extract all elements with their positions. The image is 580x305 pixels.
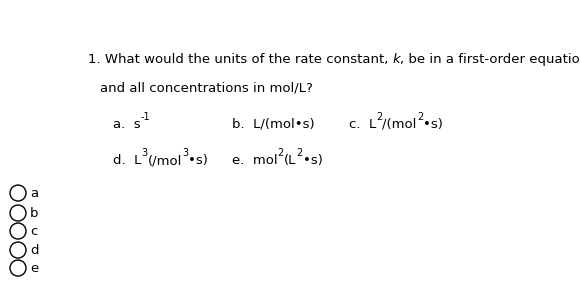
Text: e: e <box>30 262 38 274</box>
Text: c.  L: c. L <box>349 118 376 131</box>
Text: , be in a first-order equation if rate was measured in mol/(L•s): , be in a first-order equation if rate w… <box>400 53 580 66</box>
Text: •s): •s) <box>423 118 443 131</box>
Text: d.  L: d. L <box>113 154 142 167</box>
Text: 2: 2 <box>417 112 423 122</box>
Text: a.  s: a. s <box>113 118 140 131</box>
Text: /(mol: /(mol <box>382 118 417 131</box>
Text: e.  mol: e. mol <box>232 154 278 167</box>
Text: (L: (L <box>284 154 296 167</box>
Text: (/mol: (/mol <box>147 154 182 167</box>
Text: -1: -1 <box>140 112 150 122</box>
Text: •s): •s) <box>303 154 322 167</box>
Text: and all concentrations in mol/L?: and all concentrations in mol/L? <box>100 81 313 94</box>
Text: 2: 2 <box>278 148 284 158</box>
Text: 2: 2 <box>376 112 382 122</box>
Text: b: b <box>30 206 38 220</box>
Text: c: c <box>30 224 37 238</box>
Text: b.  L/(mol•s): b. L/(mol•s) <box>232 118 315 131</box>
Text: d: d <box>30 244 38 257</box>
Text: 3: 3 <box>182 148 188 158</box>
Text: 3: 3 <box>142 148 147 158</box>
Text: 1. What would the units of the rate constant,: 1. What would the units of the rate cons… <box>88 53 393 66</box>
Text: a: a <box>30 187 38 199</box>
Text: 2: 2 <box>296 148 303 158</box>
Text: •s): •s) <box>188 154 208 167</box>
Text: k: k <box>393 53 400 66</box>
